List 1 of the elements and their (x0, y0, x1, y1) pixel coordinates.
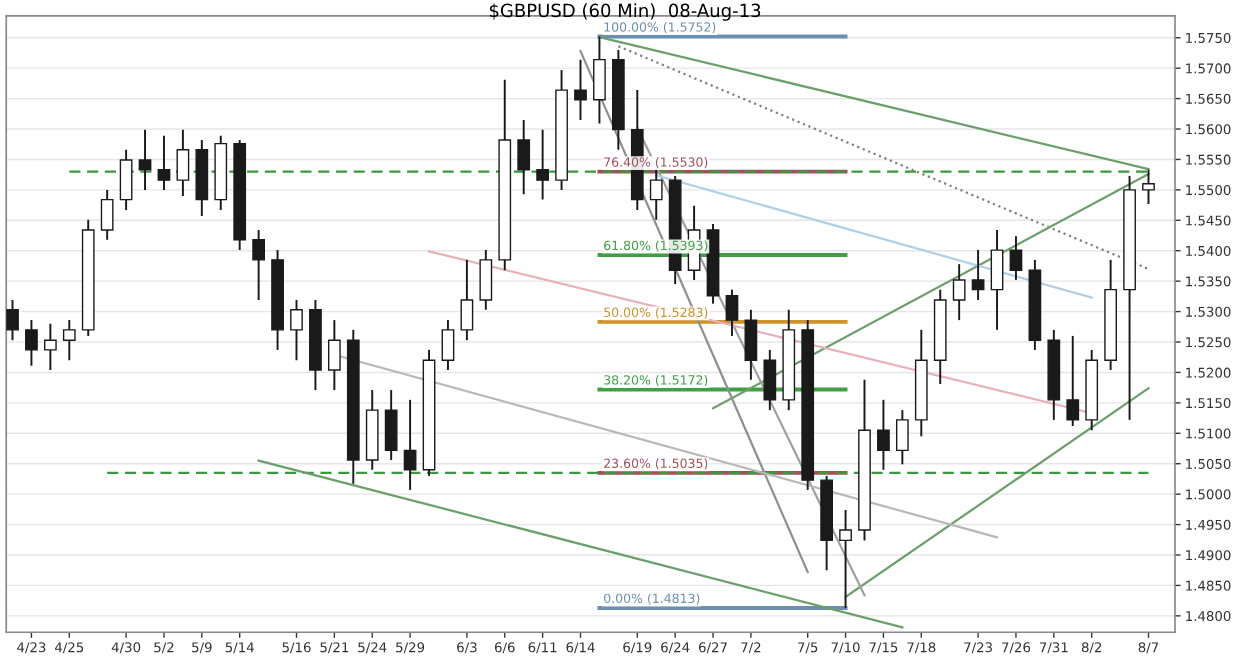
chart-title: $GBPUSD (60 Min) 08-Aug-13 (489, 3, 761, 21)
